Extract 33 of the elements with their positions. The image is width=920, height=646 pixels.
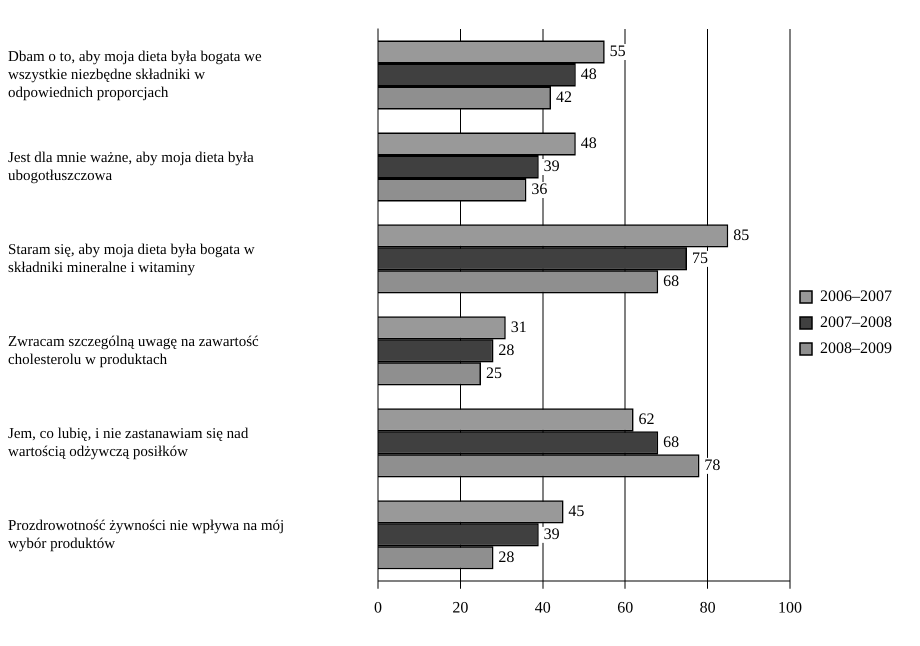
x-tick-label: 20 [452,600,468,617]
y-tick-label: Zwracam szczególną uwagę na zawartość cholesterolu w produktach [8,334,260,368]
legend-label: 2008–2009 [820,340,892,358]
data-label: 48 [580,135,597,152]
legend-label: 2006–2007 [820,288,892,306]
data-label: 25 [486,365,502,382]
data-label: 62 [638,411,654,428]
y-tick-label: Jem, co lubię, i nie zastanawiam się nad wartością odżywczą posiłków [8,426,249,460]
y-tick-label: Jest dla mnie ważne, aby moja dieta była ubogotłuszczowa [8,150,254,184]
x-tick-label: 0 [374,600,382,617]
y-tick-label: Prozdrowotność żywności nie wpływa na mój wybór produktów [8,518,284,552]
data-label: 75 [692,250,708,268]
x-tick-label: 60 [617,600,634,617]
y-tick-label: Staram się, aby moja dieta była bogata w składniki mineralne i witaminy [8,242,255,276]
data-label: 78 [704,457,720,474]
x-tick-label: 100 [778,600,802,617]
data-label: 39 [544,158,560,176]
data-label: 68 [663,273,680,290]
data-label: 28 [498,342,514,360]
data-label: 45 [568,503,584,520]
data-label: 85 [733,227,750,244]
data-label: 48 [580,66,597,84]
data-label: 55 [610,43,626,60]
x-tick-label: 80 [700,600,716,617]
data-label: 28 [498,549,514,566]
legend-label: 2007–2008 [820,314,892,332]
data-label: 68 [663,434,680,452]
x-tick-label: 40 [534,600,551,617]
data-label: 42 [556,89,572,106]
y-tick-label: Dbam o to, aby moja dieta była bogata we wszystkie niezbędne składniki w odpowiednich proporcjach [8,48,262,101]
data-label: 36 [531,181,548,198]
data-label: 31 [510,319,527,336]
data-label: 39 [544,526,560,544]
